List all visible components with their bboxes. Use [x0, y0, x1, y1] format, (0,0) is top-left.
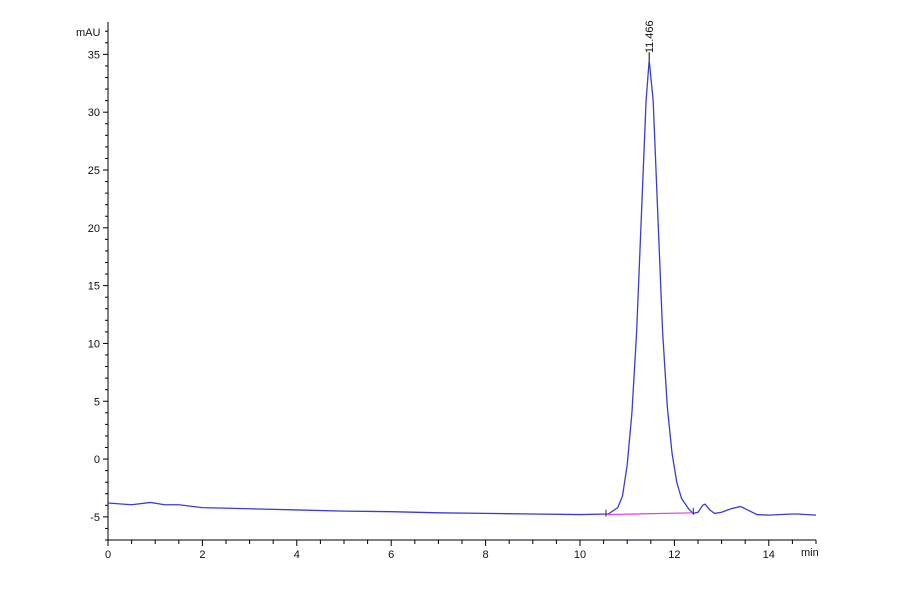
x-tick-label: 8	[483, 549, 489, 561]
y-tick-label: 10	[88, 338, 100, 350]
y-tick-label: 5	[94, 396, 100, 408]
x-axis-label: min	[801, 547, 819, 559]
chromatogram-trace	[107, 60, 817, 516]
x-tick-label: 6	[388, 549, 394, 561]
y-tick-label: 15	[88, 281, 100, 293]
integration-baseline	[605, 512, 694, 516]
x-tick-label: 4	[294, 549, 300, 561]
y-tick-label: 30	[88, 107, 100, 119]
x-tick-label: 2	[199, 549, 205, 561]
y-axis-label: mAU	[76, 27, 101, 39]
x-tick-label: 10	[574, 549, 586, 561]
x-tick-label: 12	[668, 549, 680, 561]
y-tick-label: 20	[88, 223, 100, 235]
x-tick-label: 0	[105, 549, 111, 561]
y-tick-label: 0	[94, 454, 100, 466]
y-tick-label: 35	[88, 49, 100, 61]
y-tick-label: -5	[90, 512, 100, 524]
x-tick-label: 14	[763, 549, 775, 561]
peak-label: 11.466	[644, 20, 656, 53]
y-tick-label: 25	[88, 165, 100, 177]
